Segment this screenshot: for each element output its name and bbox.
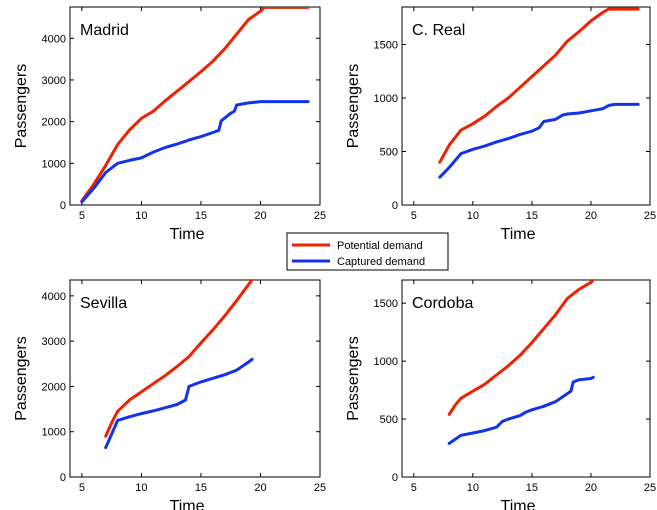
y-tick-label: 1000: [374, 93, 398, 105]
x-tick-label: 10: [135, 482, 147, 494]
y-tick-label: 500: [380, 414, 398, 426]
x-tick-label: 15: [195, 210, 207, 222]
legend-label-potential: Potential demand: [337, 240, 423, 252]
y-axis-title: Passengers: [345, 64, 362, 149]
x-axis-title: Time: [170, 226, 205, 243]
y-tick-label: 4000: [42, 291, 66, 303]
x-tick-label: 5: [79, 210, 85, 222]
x-tick-label: 15: [195, 482, 207, 494]
x-tick-label: 10: [467, 482, 479, 494]
chart-panel-cordoba: 5 10 15 20 25 0 500 1000 1500 Cordoba Time Passenge…: [345, 279, 656, 510]
y-tick-label: 1000: [42, 158, 66, 170]
x-tick-label: 25: [314, 482, 326, 494]
plot-frame: [69, 279, 321, 478]
y-tick-label: 3000: [42, 336, 66, 348]
x-tick-label: 25: [314, 210, 326, 222]
x-tick-label: 10: [135, 210, 147, 222]
y-tick-label: 0: [60, 200, 66, 212]
y-tick-label: 0: [392, 472, 398, 484]
captured-demand-line: [447, 375, 595, 445]
legend-box: [286, 232, 449, 271]
captured-demand-line: [438, 102, 640, 179]
x-tick-label: 20: [254, 210, 266, 222]
captured-demand-line: [104, 357, 254, 450]
panel-title: C. Real: [412, 22, 465, 39]
x-tick-label: 25: [644, 482, 656, 494]
y-tick-label: 2000: [42, 381, 66, 393]
y-tick-label: 1500: [374, 298, 398, 310]
y-tick-label: 3000: [42, 75, 66, 87]
x-tick-label: 5: [411, 210, 417, 222]
plot-frame: [401, 6, 651, 206]
y-tick-label: 1000: [42, 427, 66, 439]
x-tick-label: 25: [644, 210, 656, 222]
x-tick-label: 20: [254, 482, 266, 494]
chart-panel-madrid: 5 10 15 20 25 0 1000 2000 3000 4000 Madrid Time Pass…: [13, 6, 326, 243]
x-tick-label: 15: [526, 210, 538, 222]
legend: Potential demand Captured demand: [286, 232, 449, 271]
y-axis-title: Passengers: [13, 336, 30, 421]
y-axis-title: Passengers: [13, 64, 30, 149]
x-tick-label: 20: [585, 210, 597, 222]
chart-panel-c-real: 5 10 15 20 25 0 500 1000 1500 C. Real Time Passenge…: [345, 6, 656, 243]
x-tick-label: 5: [79, 482, 85, 494]
y-tick-label: 1000: [374, 356, 398, 368]
y-tick-label: 2000: [42, 117, 66, 129]
plot-frame: [401, 279, 651, 478]
x-axis-title: Time: [170, 498, 205, 510]
potential-demand-line: [447, 280, 595, 416]
potential-demand-line: [438, 7, 640, 164]
plot-frame: [69, 6, 321, 206]
y-tick-label: 4000: [42, 33, 66, 45]
x-tick-label: 5: [411, 482, 417, 494]
y-axis-title: Passengers: [345, 336, 362, 421]
x-tick-label: 15: [526, 482, 538, 494]
legend-label-captured: Captured demand: [337, 256, 425, 268]
panel-title: Sevilla: [80, 295, 127, 312]
chart-panel-sevilla: 5 10 15 20 25 0 1000 2000 3000 4000 Sevilla Time Pas…: [13, 279, 326, 510]
x-tick-label: 20: [585, 482, 597, 494]
y-tick-label: 500: [380, 146, 398, 158]
captured-demand-line: [80, 100, 310, 204]
x-axis-title: Time: [501, 226, 536, 243]
y-tick-label: 1500: [374, 39, 398, 51]
potential-demand-line: [104, 280, 254, 438]
panel-title: Madrid: [80, 22, 129, 39]
x-axis-title: Time: [501, 498, 536, 510]
y-tick-label: 0: [60, 472, 66, 484]
y-tick-label: 0: [392, 200, 398, 212]
x-tick-label: 10: [467, 210, 479, 222]
panel-title: Cordoba: [412, 295, 473, 312]
potential-demand-line: [80, 7, 310, 203]
